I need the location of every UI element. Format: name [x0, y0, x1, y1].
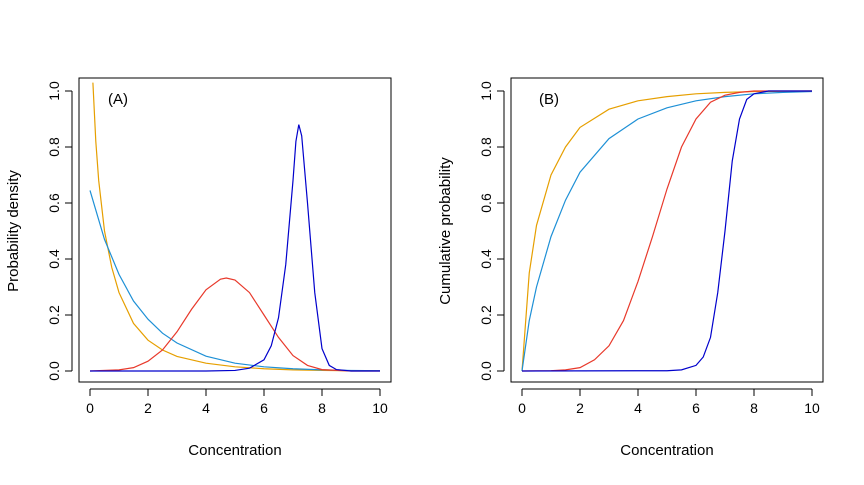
y-tick-label: 1.0: [478, 81, 494, 101]
y-tick-label: 0.4: [478, 249, 494, 269]
y-tick-label: 0.8: [478, 137, 494, 157]
curves: [89, 82, 381, 372]
x-tick-label: 6: [692, 400, 700, 416]
x-axis-label: Concentration: [188, 442, 281, 459]
y-axis: 0.0 0.2 0.4 0.6 0.8 1.0: [46, 81, 73, 381]
curves: [521, 90, 813, 372]
series-line-1: [521, 90, 813, 372]
y-tick-label: 0.8: [46, 137, 62, 157]
y-axis: 0.0 0.2 0.4 0.6 0.8 1.0: [478, 81, 505, 381]
series-line-2: [521, 90, 813, 372]
y-tick-label: 0.6: [46, 193, 62, 213]
y-tick-label: 0.0: [46, 361, 62, 381]
x-tick-label: 2: [144, 400, 152, 416]
x-tick-label: 4: [202, 400, 210, 416]
series-line-3: [521, 90, 812, 372]
x-tick-label: 6: [260, 400, 268, 416]
x-axis: 0 2 4 6 8 10: [86, 388, 388, 416]
x-tick-label: 10: [372, 400, 388, 416]
x-tick-label: 10: [804, 400, 820, 416]
panel-b: 0 2 4 6 8 10 Concentration 0.0 0.2 0.4 0.6 0.8 1.0 Cu…: [437, 77, 824, 459]
series-line-3: [89, 277, 380, 372]
y-tick-label: 0.4: [46, 249, 62, 269]
y-tick-label: 0.2: [478, 305, 494, 325]
x-tick-label: 4: [634, 400, 642, 416]
x-tick-label: 0: [86, 400, 94, 416]
x-tick-label: 8: [750, 400, 758, 416]
series-line-2: [89, 190, 381, 372]
y-axis-label: Cumulative probability: [437, 157, 454, 305]
panel-label: (B): [539, 91, 559, 108]
y-tick-label: 0.6: [478, 193, 494, 213]
plot-frame: [78, 77, 392, 383]
y-tick-label: 1.0: [46, 81, 62, 101]
x-tick-label: 8: [318, 400, 326, 416]
x-axis-label: Concentration: [620, 442, 713, 459]
panel-label: (A): [108, 91, 128, 108]
series-line-4: [90, 124, 380, 372]
x-tick-label: 2: [576, 400, 584, 416]
panel-a: 0 2 4 6 8 10 Concentration 0.0 0.2 0.4 0.6 0.8 1.0 Pr…: [5, 77, 392, 459]
plot-frame: [510, 77, 824, 383]
y-axis-label: Probability density: [5, 170, 22, 292]
x-axis: 0 2 4 6 8 10: [518, 388, 820, 416]
y-tick-label: 0.2: [46, 305, 62, 325]
x-tick-label: 0: [518, 400, 526, 416]
series-line-4: [521, 90, 812, 372]
series-line-1: [92, 82, 381, 372]
y-tick-label: 0.0: [478, 361, 494, 381]
